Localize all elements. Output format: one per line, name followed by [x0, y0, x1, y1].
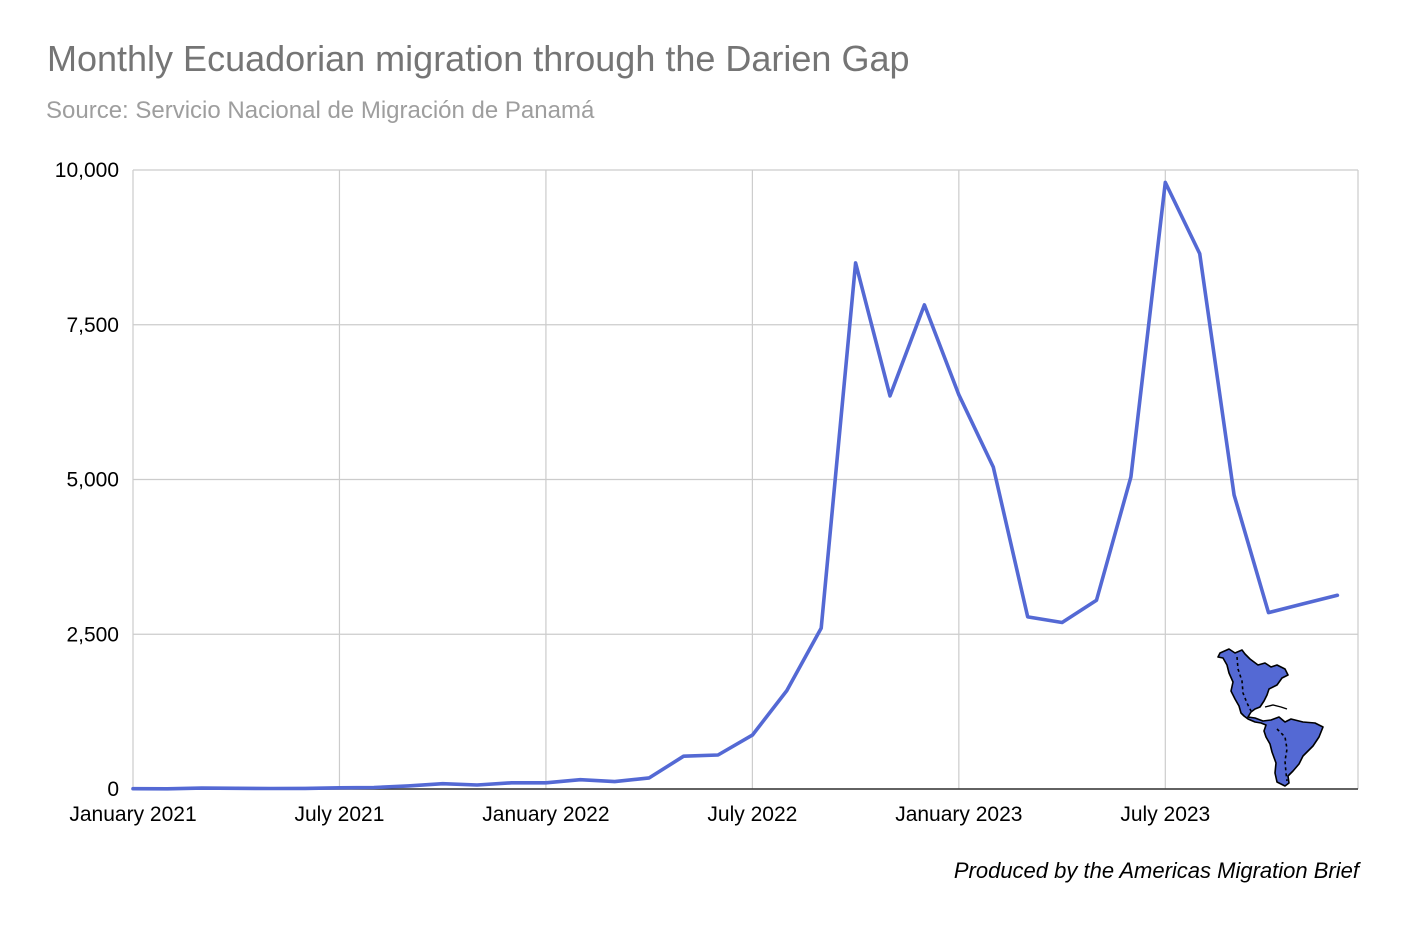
- data-point-2022-07: [750, 733, 754, 737]
- series: [131, 180, 1340, 791]
- data-point-2022-06: [716, 753, 720, 757]
- data-point-2022-10: [854, 261, 858, 265]
- data-point-2023-11: [1301, 602, 1305, 606]
- data-point-2022-08: [785, 689, 789, 693]
- data-point-2023-02: [991, 465, 995, 469]
- data-point-2021-08: [372, 785, 376, 789]
- chart-credit: Produced by the Americas Migration Brief: [953, 858, 1359, 883]
- data-point-2022-03: [613, 780, 617, 784]
- data-point-2022-11: [888, 394, 892, 398]
- gridlines: [132, 169, 1359, 790]
- data-point-2023-01: [957, 393, 961, 397]
- x-axis-ticks: January 2021 July 2021 January 2022 July 20…: [69, 803, 1210, 826]
- data-point-2021-03: [200, 786, 204, 790]
- data-point-2023-12: [1335, 593, 1339, 597]
- data-point-2022-09: [819, 626, 823, 630]
- data-point-2023-05: [1094, 598, 1098, 602]
- y-tick-label-3: 7,500: [66, 314, 119, 337]
- data-point-2023-08: [1198, 252, 1202, 256]
- data-point-2022-02: [578, 778, 582, 782]
- chart-subtitle: Source: Servicio Nacional de Migración d…: [46, 97, 595, 124]
- data-point-2023-03: [1026, 615, 1030, 619]
- data-point-2022-12: [922, 303, 926, 307]
- x-tick-label-2: January 2022: [482, 803, 609, 826]
- data-point-2021-12: [510, 781, 514, 785]
- data-point-2021-02: [165, 787, 169, 791]
- data-point-2021-04: [234, 786, 238, 790]
- y-tick-label-4: 10,000: [55, 159, 119, 182]
- x-tick-label-1: July 2021: [295, 803, 385, 826]
- y-tick-label-0: 0: [107, 778, 119, 801]
- x-tick-label-4: January 2023: [895, 803, 1022, 826]
- data-point-2021-07: [337, 786, 341, 790]
- data-point-2023-09: [1232, 493, 1236, 497]
- chart-title: Monthly Ecuadorian migration through the…: [47, 38, 910, 79]
- data-point-2022-04: [647, 776, 651, 780]
- data-point-2021-06: [303, 786, 307, 790]
- data-point-2021-11: [475, 783, 479, 787]
- data-point-2023-06: [1129, 475, 1133, 479]
- x-tick-label-3: July 2022: [707, 803, 797, 826]
- data-point-2023-07: [1163, 180, 1167, 184]
- data-point-2021-09: [406, 784, 410, 788]
- data-point-2021-01: [131, 787, 135, 791]
- americas-map-icon: [1217, 648, 1324, 787]
- x-tick-label-0: January 2021: [69, 803, 196, 826]
- series-line: [131, 180, 1340, 791]
- data-point-2021-05: [269, 787, 273, 791]
- data-point-2022-01: [544, 781, 548, 785]
- x-tick-label-5: July 2023: [1120, 803, 1210, 826]
- y-axis-ticks: 0 2,500 5,000 7,500 10,000: [55, 159, 119, 801]
- data-point-2023-04: [1060, 620, 1064, 624]
- data-point-2021-10: [441, 782, 445, 786]
- y-tick-label-1: 2,500: [66, 623, 119, 646]
- y-tick-label-2: 5,000: [66, 469, 119, 492]
- data-point-2022-05: [682, 754, 686, 758]
- data-point-2023-10: [1267, 611, 1271, 615]
